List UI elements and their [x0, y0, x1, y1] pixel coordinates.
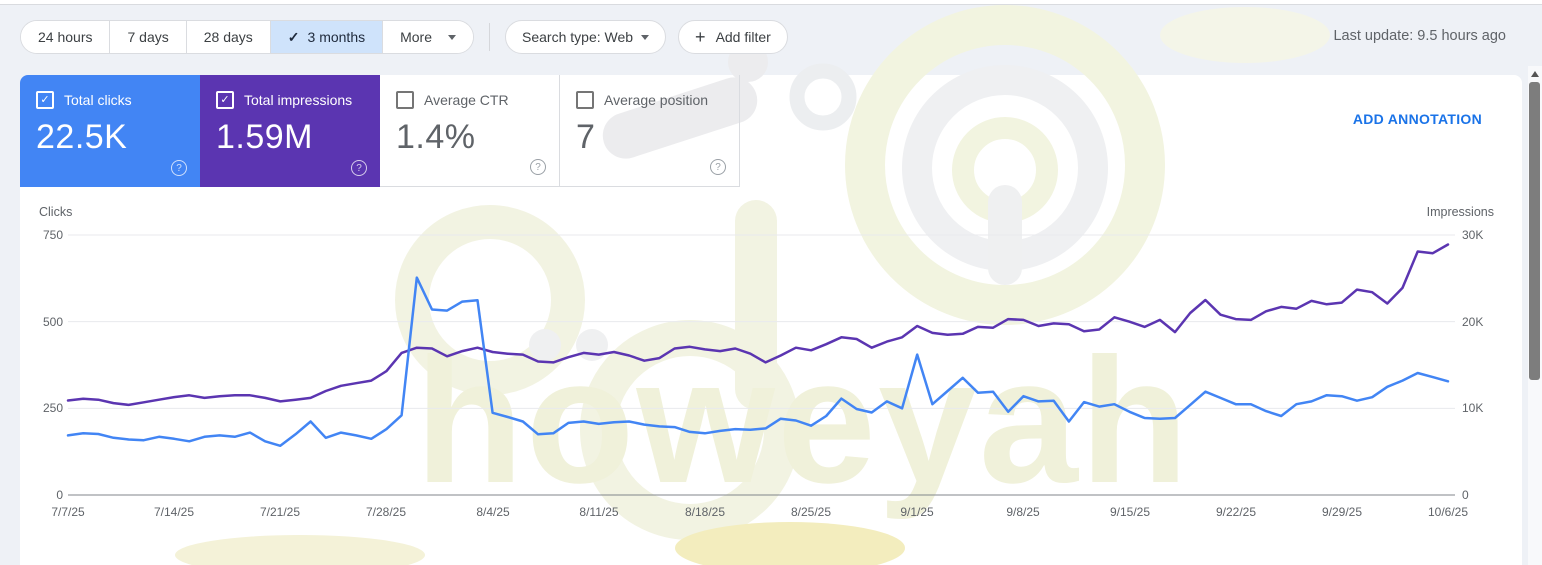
- x-axis-label: 9/1/25: [900, 505, 934, 519]
- checkbox-checked-icon[interactable]: ✓: [36, 91, 54, 109]
- left-axis-tick: 500: [42, 315, 63, 329]
- add-filter-label: Add filter: [715, 29, 771, 45]
- x-axis-label: 10/6/25: [1427, 505, 1469, 519]
- x-axis-label: 9/22/25: [1215, 505, 1257, 519]
- checkbox-checked-icon[interactable]: ✓: [216, 91, 234, 109]
- x-axis-label: 7/28/25: [365, 505, 407, 519]
- metric-label: Average position: [604, 92, 709, 108]
- left-axis-tick: 0: [56, 488, 63, 502]
- help-icon[interactable]: ?: [710, 159, 726, 175]
- filter-28-days-button[interactable]: 28 days: [185, 21, 270, 53]
- x-axis-label: 9/29/25: [1321, 505, 1363, 519]
- filter-label: 28 days: [203, 29, 253, 45]
- left-axis-title: Clicks: [39, 205, 73, 219]
- checkbox-unchecked-icon[interactable]: [576, 91, 594, 109]
- metric-value: 1.59M: [216, 118, 313, 156]
- metric-label: Average CTR: [424, 92, 509, 108]
- add-filter-button[interactable]: + Add filter: [678, 20, 788, 54]
- left-axis-tick: 250: [42, 401, 63, 415]
- filter-label: 24 hours: [38, 29, 93, 45]
- metric-value: 7: [576, 118, 596, 156]
- right-axis-tick: 20K: [1462, 315, 1484, 329]
- help-icon[interactable]: ?: [530, 159, 546, 175]
- plus-icon: +: [695, 26, 706, 47]
- scroll-up-arrow-icon[interactable]: [1531, 71, 1539, 77]
- series-line-clicks: [66, 276, 1450, 448]
- search-type-dropdown[interactable]: Search type: Web: [505, 20, 667, 54]
- x-axis-label: 7/14/25: [153, 505, 195, 519]
- total-impressions-tile[interactable]: ✓ Total impressions 1.59M ?: [200, 75, 380, 187]
- toolbar: 24 hours 7 days 28 days ✓ 3 months More …: [20, 20, 1522, 54]
- filter-3-months-button[interactable]: ✓ 3 months: [269, 21, 383, 53]
- scrollbar-thumb[interactable]: [1529, 82, 1540, 380]
- x-axis-label: 7/7/25: [51, 505, 85, 519]
- average-position-tile[interactable]: Average position 7 ?: [560, 75, 740, 187]
- last-update-text: Last update: 9.5 hours ago: [1333, 28, 1506, 44]
- right-axis-title: Impressions: [1426, 205, 1494, 219]
- left-axis-tick: 750: [42, 228, 63, 242]
- right-axis-tick: 10K: [1462, 401, 1484, 415]
- filter-label: 7 days: [127, 29, 169, 45]
- metric-value: 1.4%: [396, 118, 476, 156]
- check-icon: ✓: [287, 28, 300, 45]
- x-axis-label: 8/18/25: [684, 505, 726, 519]
- chevron-down-icon: [448, 34, 457, 40]
- date-range-filter-group: 24 hours 7 days 28 days ✓ 3 months More: [20, 20, 475, 54]
- checkbox-unchecked-icon[interactable]: [396, 91, 414, 109]
- metric-label: Total clicks: [64, 92, 132, 108]
- help-icon[interactable]: ?: [171, 160, 187, 176]
- add-annotation-button[interactable]: ADD ANNOTATION: [1352, 111, 1482, 127]
- metric-label: Total impressions: [244, 92, 353, 108]
- chart-canvas[interactable]: [20, 195, 1522, 540]
- performance-chart[interactable]: Clicks Impressions 750 500 250 0 30K 20K…: [20, 195, 1522, 540]
- filter-24-hours-button[interactable]: 24 hours: [21, 21, 110, 53]
- right-axis-tick: 0: [1462, 488, 1469, 502]
- x-axis-label: 8/11/25: [579, 505, 619, 519]
- x-axis-label: 9/8/25: [1006, 505, 1040, 519]
- average-ctr-tile[interactable]: Average CTR 1.4% ?: [380, 75, 560, 187]
- top-divider: [0, 0, 1542, 5]
- filter-more-button[interactable]: More: [382, 21, 474, 53]
- series-line-impressions: [66, 243, 1450, 407]
- search-type-label: Search type: Web: [522, 29, 634, 45]
- toolbar-divider: [489, 23, 491, 51]
- x-axis-label: 8/4/25: [476, 505, 510, 519]
- x-axis-label: 8/25/25: [790, 505, 832, 519]
- metric-value: 22.5K: [36, 118, 128, 156]
- help-icon[interactable]: ?: [351, 160, 367, 176]
- vertical-scrollbar[interactable]: [1528, 66, 1542, 565]
- filter-7-days-button[interactable]: 7 days: [109, 21, 186, 53]
- right-axis-tick: 30K: [1462, 228, 1484, 242]
- filter-label: 3 months: [307, 29, 366, 45]
- x-axis-label: 9/15/25: [1109, 505, 1151, 519]
- filter-label: More: [400, 29, 433, 45]
- metrics-row: ✓ Total clicks 22.5K ? ✓ Total impressio…: [20, 75, 1522, 187]
- x-axis-label: 7/21/25: [259, 505, 301, 519]
- chevron-down-icon: [641, 34, 650, 40]
- performance-card: ✓ Total clicks 22.5K ? ✓ Total impressio…: [20, 75, 1522, 565]
- total-clicks-tile[interactable]: ✓ Total clicks 22.5K ?: [20, 75, 200, 187]
